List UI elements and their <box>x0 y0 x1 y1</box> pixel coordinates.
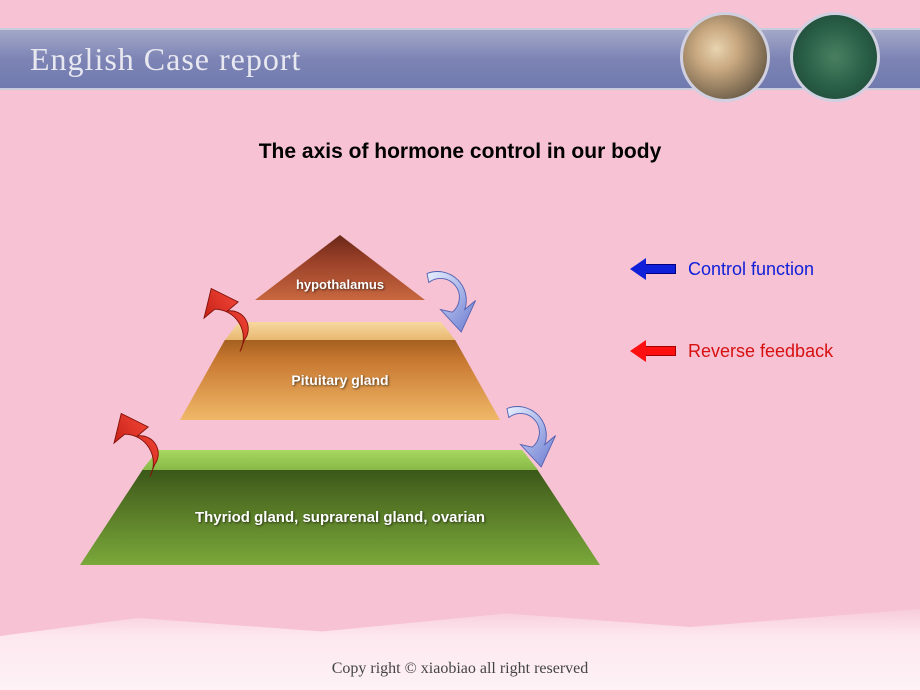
header-photo-2 <box>790 12 880 102</box>
header-photo-1 <box>680 12 770 102</box>
control-arrow-tier2-to-tier3 <box>480 395 570 485</box>
diagram-title: The axis of hormone control in our body <box>0 140 920 164</box>
footer-copyright: Copy right © xiaobiao all right reserved <box>0 660 920 678</box>
header-title: English Case report <box>30 41 301 78</box>
tier2-label: Pituitary gland <box>291 372 388 388</box>
tier3-label: Thyriod gland, suprarenal gland, ovarian <box>195 509 485 526</box>
legend-control-function: Control function <box>630 258 814 280</box>
tier3-top-face <box>142 450 538 470</box>
pyramid-diagram: Thyriod gland, suprarenal gland, ovarian… <box>80 200 600 580</box>
control-arrow-tier1-to-tier2 <box>400 260 490 350</box>
header-bar: English Case report <box>0 28 920 90</box>
feedback-arrow-tier2-to-tier1 <box>195 275 285 365</box>
tier1-label: hypothalamus <box>296 277 384 292</box>
feedback-arrow-tier3-to-tier2 <box>105 400 195 490</box>
legend-text-control: Control function <box>688 259 814 280</box>
legend-arrow-blue <box>630 258 676 280</box>
legend-text-feedback: Reverse feedback <box>688 341 833 362</box>
legend-reverse-feedback: Reverse feedback <box>630 340 833 362</box>
legend-arrow-red <box>630 340 676 362</box>
